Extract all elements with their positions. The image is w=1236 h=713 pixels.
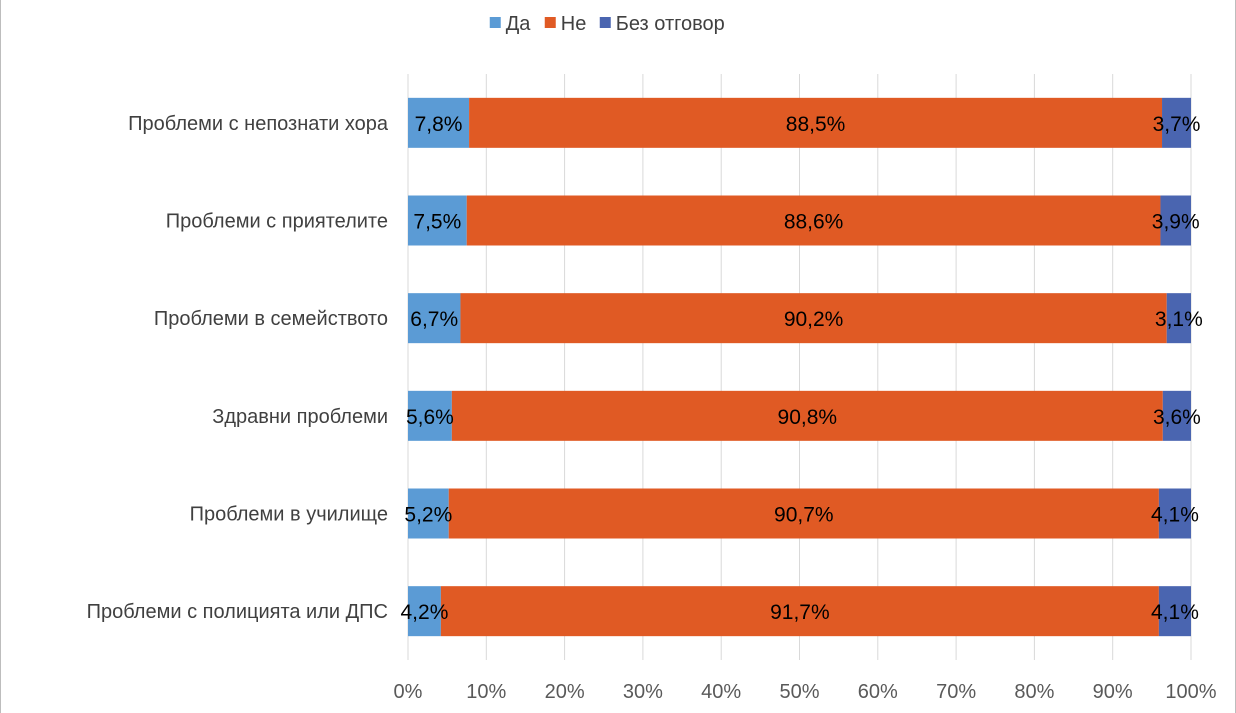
data-label: 3,9% xyxy=(1152,211,1200,234)
bar-segment xyxy=(1158,488,1191,539)
legend-label: Не xyxy=(561,13,587,35)
bar-segment xyxy=(408,195,467,246)
x-tick-label: 70% xyxy=(936,681,976,703)
x-tick-label: 30% xyxy=(623,681,663,703)
x-tick-label: 90% xyxy=(1093,681,1133,703)
data-label: 4,1% xyxy=(1151,601,1199,624)
bar-segment xyxy=(408,97,470,148)
bar-segment xyxy=(1166,293,1191,344)
bar-segment xyxy=(1158,586,1191,637)
bar-segment xyxy=(408,390,452,441)
data-label: 4,1% xyxy=(1151,504,1199,527)
data-label: 90,7% xyxy=(774,504,834,527)
bar-segment xyxy=(1162,390,1191,441)
data-label: 90,8% xyxy=(778,406,838,429)
data-label: 7,5% xyxy=(413,211,461,234)
bar-segment xyxy=(466,195,1161,246)
x-tick-label: 10% xyxy=(466,681,506,703)
data-label: 88,6% xyxy=(784,211,844,234)
data-label: 7,8% xyxy=(415,113,463,136)
data-label: 90,2% xyxy=(784,308,844,331)
x-tick-label: 80% xyxy=(1014,681,1054,703)
x-tick-label: 50% xyxy=(779,681,819,703)
data-label: 88,5% xyxy=(786,113,846,136)
bar-segment xyxy=(1160,195,1191,246)
data-label: 6,7% xyxy=(410,308,458,331)
data-label: 91,7% xyxy=(770,601,830,624)
x-tick-label: 20% xyxy=(545,681,585,703)
legend-swatch xyxy=(599,17,611,28)
category-label: Проблеми с приятелите xyxy=(166,211,388,233)
data-label: 4,2% xyxy=(401,601,449,624)
bar-segment xyxy=(460,293,1167,344)
legend-label: Да xyxy=(506,13,532,35)
bar-segment xyxy=(408,586,441,637)
category-label: Проблеми с непознати хора xyxy=(128,113,389,135)
x-tick-label: 0% xyxy=(394,681,423,703)
category-label: Проблеми с полицията или ДПС xyxy=(87,601,388,623)
bar-segment xyxy=(440,586,1159,637)
bar-segment xyxy=(1162,97,1191,148)
bar-segment xyxy=(451,390,1163,441)
legend-label: Без отговор xyxy=(616,13,725,35)
bar-segment xyxy=(408,488,449,539)
data-label: 5,2% xyxy=(404,504,452,527)
x-tick-label: 100% xyxy=(1165,681,1216,703)
data-label: 3,1% xyxy=(1155,308,1203,331)
data-label: 3,7% xyxy=(1153,113,1201,136)
category-label: Проблеми в семейството xyxy=(154,308,388,330)
data-label: 3,6% xyxy=(1153,406,1201,429)
x-tick-label: 60% xyxy=(858,681,898,703)
bar-segment xyxy=(469,97,1163,148)
bar-segment xyxy=(408,293,461,344)
legend-swatch xyxy=(489,17,501,28)
x-tick-label: 40% xyxy=(701,681,741,703)
legend-swatch xyxy=(544,17,556,28)
data-label: 5,6% xyxy=(406,406,454,429)
category-label: Проблеми в училище xyxy=(190,504,388,526)
category-label: Здравни проблеми xyxy=(212,406,388,428)
bar-segment xyxy=(448,488,1159,539)
